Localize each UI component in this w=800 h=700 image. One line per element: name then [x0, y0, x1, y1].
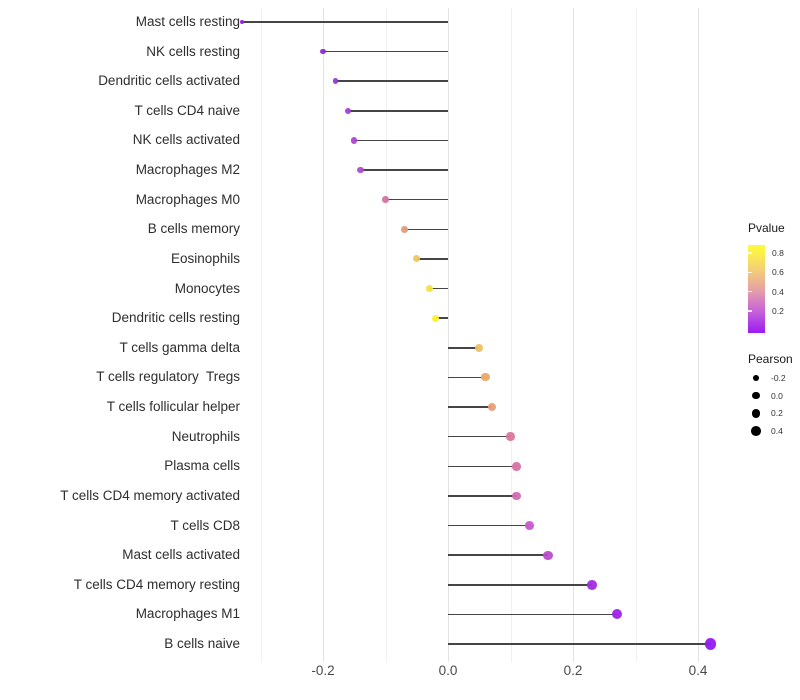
lollipop-dot — [512, 491, 521, 501]
grid-major-line — [573, 8, 574, 662]
y-axis-label: T cells CD8 — [170, 517, 240, 533]
lollipop-stem — [448, 613, 617, 616]
colorbar-tick-label: 0.2 — [772, 306, 784, 316]
lollipop-stem — [404, 228, 448, 231]
lollipop-dot — [320, 48, 326, 55]
lollipop-stem — [448, 524, 530, 527]
lollipop-dot — [481, 373, 490, 382]
pearson-size-dot — [751, 426, 761, 436]
lollipop-dot — [487, 402, 496, 412]
y-axis-label: T cells regulatory Tregs — [96, 369, 240, 385]
grid-major-line — [698, 8, 699, 662]
lollipop-stem — [448, 376, 486, 379]
lollipop-dot — [425, 284, 433, 293]
y-axis-label: Dendritic cells activated — [98, 73, 240, 89]
y-axis-label: Macrophages M0 — [135, 191, 240, 207]
lollipop-stem — [448, 495, 517, 497]
lollipop-stem — [448, 584, 592, 586]
pearson-size-label: -0.2 — [771, 373, 786, 383]
colorbar-tick — [748, 252, 752, 254]
y-axis-label: B cells memory — [147, 221, 240, 237]
lollipop-dot — [506, 432, 515, 441]
pvalue-colorbar — [748, 245, 765, 333]
y-axis-label: Macrophages M2 — [135, 162, 240, 178]
lollipop-stem — [360, 169, 448, 171]
lollipop-dot — [524, 521, 534, 530]
lollipop-dot — [382, 196, 389, 203]
y-axis-label: T cells CD4 memory activated — [60, 487, 240, 503]
colorbar-tick — [748, 310, 752, 312]
lollipop-stem — [448, 643, 711, 645]
y-axis-label: Macrophages M1 — [135, 606, 240, 622]
lollipop-stem — [416, 258, 448, 260]
x-axis-tick-label: 0.2 — [563, 663, 583, 678]
y-axis-label: Dendritic cells resting — [111, 310, 240, 326]
x-axis-tick-label: 0.4 — [688, 663, 708, 678]
grid-major-line — [448, 8, 449, 662]
pearson-size-label: 0.2 — [771, 408, 783, 419]
pearson-size-dot — [751, 409, 761, 418]
colorbar-tick-label: 0.6 — [772, 267, 784, 278]
lollipop-stem — [354, 139, 448, 142]
colorbar-tick-label: 0.4 — [772, 286, 784, 297]
lollipop-dot — [351, 137, 358, 144]
lollipop-stem — [429, 287, 448, 290]
lollipop-stem — [448, 406, 492, 408]
grid-minor-line — [635, 8, 637, 662]
lollipop-stem — [348, 110, 448, 112]
lollipop-stem — [335, 80, 448, 82]
x-axis-tick-label: 0.0 — [438, 663, 458, 678]
y-axis-label: Mast cells activated — [122, 547, 240, 563]
lollipop-stem — [448, 435, 511, 438]
lollipop-dot — [239, 19, 244, 25]
y-axis-label: Monocytes — [174, 280, 240, 296]
lollipop-dot — [332, 78, 339, 85]
lollipop-dot — [357, 167, 364, 174]
grid-minor-line — [510, 8, 512, 662]
pearson-size-dot — [753, 375, 759, 381]
colorbar-tick — [748, 271, 752, 274]
lollipop-dot — [512, 462, 521, 471]
y-axis-label: T cells CD4 naive — [134, 102, 240, 118]
lollipop-dot — [704, 638, 717, 650]
y-axis-label: B cells naive — [164, 636, 240, 652]
lollipop-dot — [413, 255, 421, 263]
colorbar-tick-label: 0.8 — [772, 247, 784, 258]
lollipop-stem — [435, 317, 448, 319]
lollipop-stem — [385, 198, 448, 201]
lollipop-dot — [586, 579, 597, 590]
y-axis-label: T cells CD4 memory resting — [73, 576, 240, 592]
y-axis-label: Neutrophils — [171, 428, 240, 444]
pearson-size-label: 0.4 — [771, 426, 783, 437]
y-axis-label: Mast cells resting — [135, 14, 240, 29]
y-axis-label: Plasma cells — [164, 458, 240, 474]
lollipop-dot — [475, 343, 484, 352]
y-axis-label: NK cells activated — [132, 132, 240, 148]
lollipop-stem — [448, 465, 517, 468]
grid-major-line — [323, 8, 324, 662]
y-axis-label: NK cells resting — [146, 43, 240, 59]
lollipop-dot — [431, 314, 440, 322]
y-axis-label: T cells gamma delta — [119, 339, 240, 355]
pearson-size-dot — [752, 392, 760, 400]
pearson-legend-title: Pearson — [748, 352, 793, 366]
colorbar-tick — [748, 290, 752, 293]
lollipop-dot — [611, 609, 622, 620]
lollipop-dot — [543, 550, 553, 560]
y-axis-label: Eosinophils — [170, 250, 240, 266]
pearson-size-label: 0.0 — [771, 390, 783, 401]
pvalue-legend-title: Pvalue — [748, 221, 785, 235]
lollipop-dot — [400, 225, 408, 233]
lollipop-stem — [448, 554, 548, 556]
grid-minor-line — [260, 8, 262, 662]
x-axis-tick-label: -0.2 — [311, 663, 335, 678]
grid-minor-line — [385, 8, 387, 662]
lollipop-stem — [323, 50, 448, 53]
lollipop-stem — [448, 347, 480, 349]
lollipop-dot — [345, 107, 351, 114]
lollipop-stem — [241, 21, 448, 23]
y-axis-label: T cells follicular helper — [106, 399, 240, 415]
